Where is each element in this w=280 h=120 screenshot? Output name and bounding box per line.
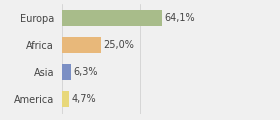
Bar — [62, 64, 71, 80]
Bar — [62, 91, 69, 107]
Text: 64,1%: 64,1% — [164, 13, 195, 23]
Bar — [62, 10, 162, 27]
Bar — [62, 37, 101, 53]
Text: 4,7%: 4,7% — [71, 94, 96, 104]
Text: 25,0%: 25,0% — [103, 40, 134, 50]
Text: 6,3%: 6,3% — [74, 67, 98, 77]
